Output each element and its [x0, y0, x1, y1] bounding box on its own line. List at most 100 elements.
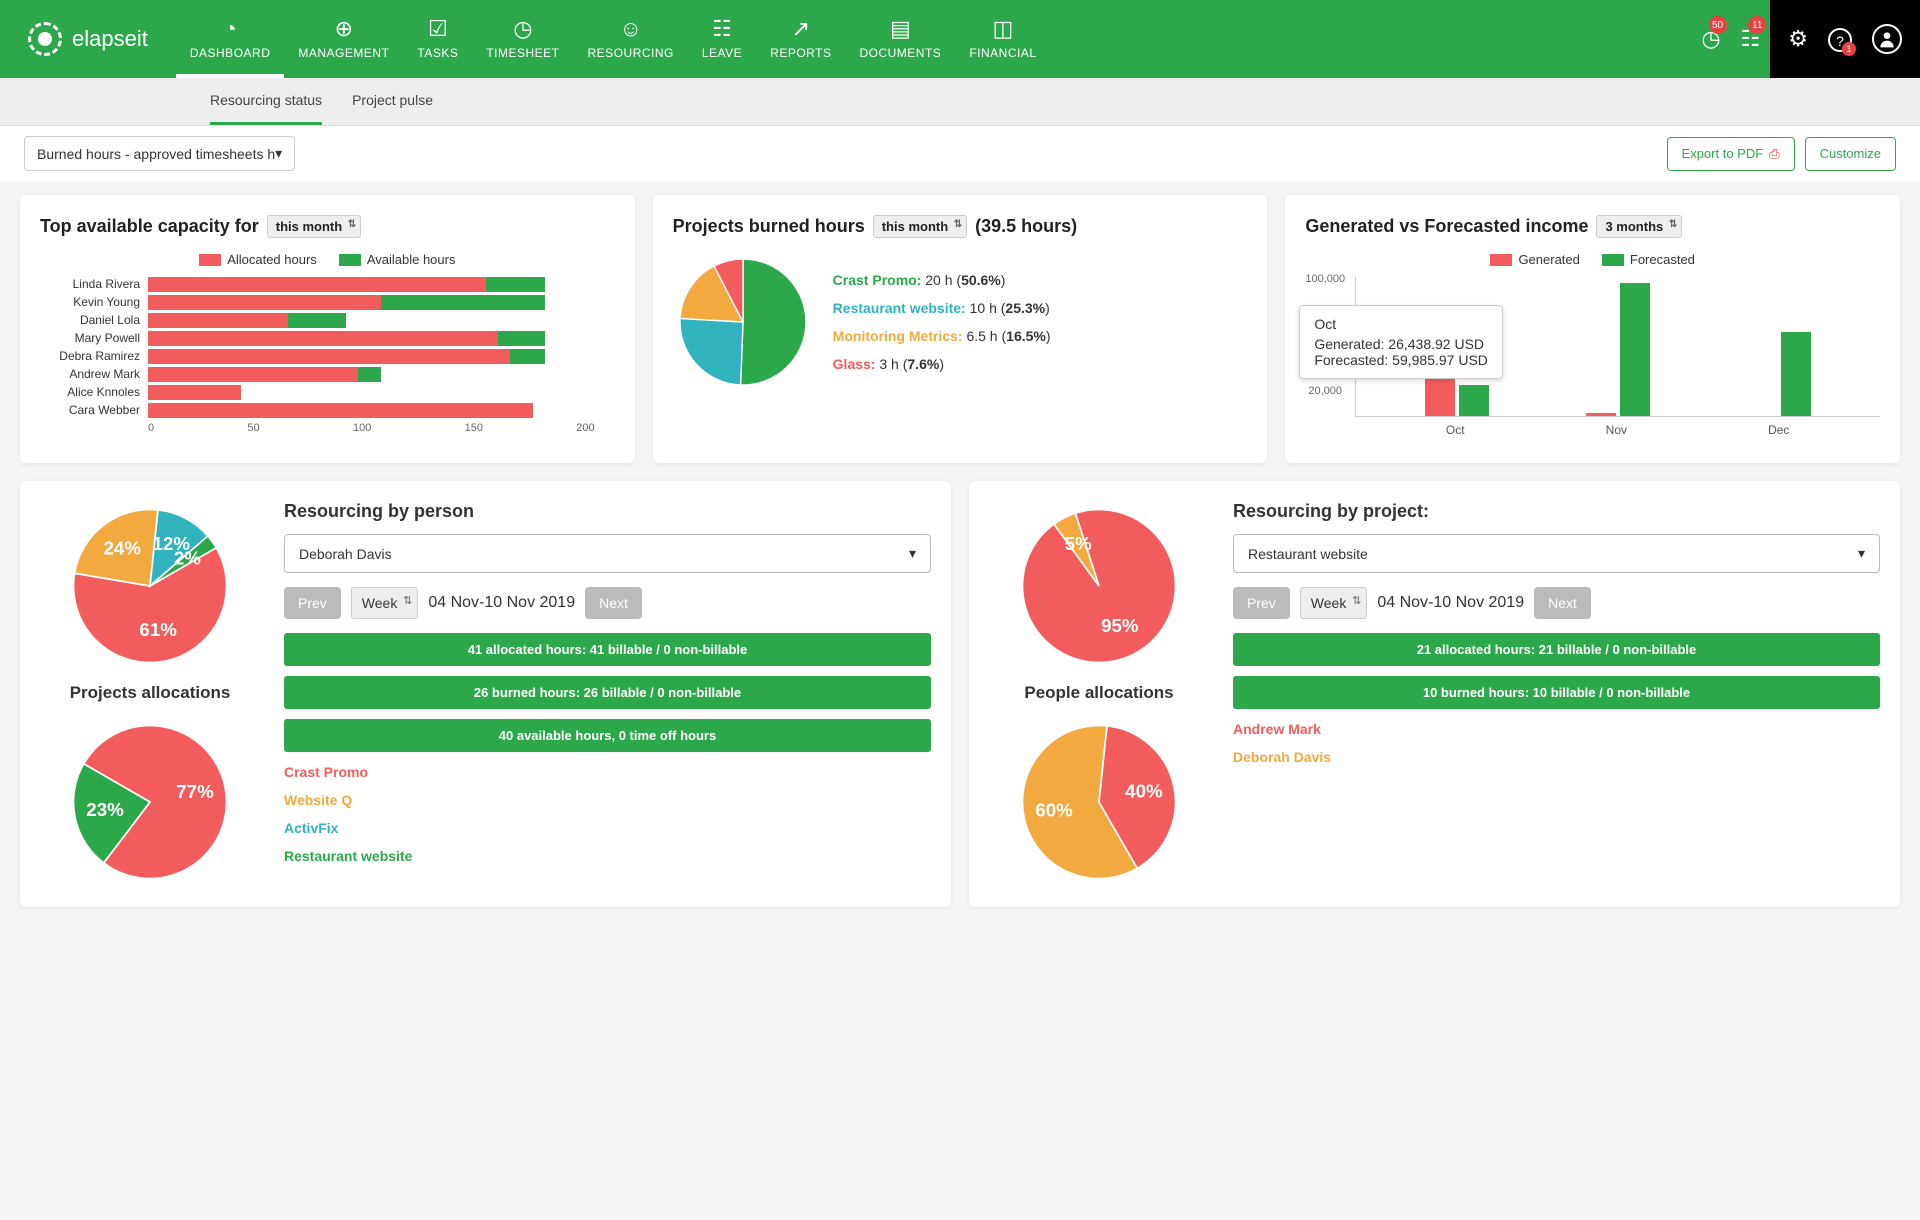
- subtabs: Resourcing status Project pulse: [0, 78, 1920, 126]
- svg-text:24%: 24%: [104, 537, 142, 558]
- date-range: 04 Nov-10 Nov 2019: [1377, 594, 1524, 612]
- filter-row: Burned hours - approved timesheets h ▾ E…: [0, 126, 1920, 181]
- settings-icon[interactable]: ⚙: [1788, 26, 1808, 52]
- nav-label: DOCUMENTS: [859, 46, 941, 60]
- top-nav: elapseit ◔ DASHBOARD ⊕MANAGEMENT☑TASKS◷TIM…: [0, 0, 1920, 78]
- project-item[interactable]: ActivFix: [284, 820, 931, 836]
- project-item[interactable]: Crast Promo: [284, 764, 931, 780]
- income-ylabel: 100,000: [1305, 273, 1345, 285]
- notification-badge: 11: [1748, 16, 1766, 34]
- by-project-card: 95%5% People allocations 60%40% Resourci…: [969, 481, 1900, 907]
- legend-forecasted: Forecasted: [1602, 252, 1695, 267]
- nav-label: TASKS: [417, 46, 458, 60]
- svg-text:60%: 60%: [1035, 799, 1073, 820]
- subtab-resourcing-status[interactable]: Resourcing status: [210, 78, 322, 125]
- nav-item-tasks[interactable]: ☑TASKS: [403, 0, 472, 78]
- nav-item-management[interactable]: ⊕MANAGEMENT: [284, 0, 403, 78]
- income-title: Generated vs Forecasted income: [1305, 216, 1588, 237]
- income-bar-group: [1425, 379, 1489, 416]
- nav-label: FINANCIAL: [969, 46, 1036, 60]
- legend-generated: Generated: [1490, 252, 1579, 267]
- nav-item-leave[interactable]: ☷LEAVE: [688, 0, 756, 78]
- burned-legend-item: Monitoring Metrics: 6.5 h (16.5%): [833, 328, 1248, 344]
- income-x-label: Dec: [1768, 423, 1789, 437]
- pdf-icon: ⎙: [1769, 146, 1779, 162]
- capacity-card: Top available capacity for this month Al…: [20, 195, 635, 463]
- burned-suffix: (39.5 hours): [975, 216, 1077, 237]
- legend-allocated: Allocated hours: [199, 252, 317, 267]
- capacity-row-label: Kevin Young: [40, 295, 140, 310]
- prev-button[interactable]: Prev: [1233, 587, 1290, 619]
- filter-select[interactable]: Burned hours - approved timesheets h ▾: [24, 136, 295, 171]
- capacity-row-label: Mary Powell: [40, 331, 140, 346]
- nav-item-resourcing[interactable]: ☺RESOURCING: [574, 0, 688, 78]
- nav-item-financial[interactable]: ◫ FINANCIAL: [955, 0, 1050, 78]
- nav-icon: ▤: [890, 18, 911, 40]
- notification-badge: 50: [1709, 16, 1727, 34]
- customize-button[interactable]: Customize: [1805, 137, 1896, 171]
- nav-icon: ⊕: [335, 18, 353, 40]
- burned-pie-chart: [673, 252, 813, 392]
- capacity-row-label: Andrew Mark: [40, 367, 140, 382]
- capacity-bar-row: [148, 403, 615, 418]
- nav-item-dashboard[interactable]: ◔ DASHBOARD: [176, 0, 285, 78]
- burned-title: Projects burned hours: [673, 216, 865, 237]
- project-select[interactable]: Restaurant website ▾: [1233, 534, 1880, 573]
- burned-bar: 10 burned hours: 10 billable / 0 non-bil…: [1233, 676, 1880, 709]
- allocated-bar: 41 allocated hours: 41 billable / 0 non-…: [284, 633, 931, 666]
- income-period-select[interactable]: 3 months: [1596, 215, 1682, 238]
- export-pdf-button[interactable]: Export to PDF ⎙: [1667, 137, 1795, 171]
- nav-icon: ☷: [712, 18, 732, 40]
- allocated-bar: 21 allocated hours: 21 billable / 0 non-…: [1233, 633, 1880, 666]
- period-select[interactable]: Week: [351, 587, 419, 619]
- income-bar-group: [1747, 332, 1811, 416]
- nav-icon: ◷: [513, 18, 532, 40]
- person-pie-2: 77%23%: [65, 717, 235, 887]
- by-project-title: Resourcing by project:: [1233, 501, 1880, 522]
- person-pie-1: 61%24%12%2%: [65, 501, 235, 671]
- calendar-notification[interactable]: ☷ 11: [1731, 26, 1771, 52]
- burned-period-select[interactable]: this month: [873, 215, 967, 238]
- period-select[interactable]: Week: [1300, 587, 1368, 619]
- by-person-card: 61%24%12%2% Projects allocations 77%23% …: [20, 481, 951, 907]
- person-item[interactable]: Andrew Mark: [1233, 721, 1880, 737]
- next-button[interactable]: Next: [585, 587, 642, 619]
- capacity-bar-row: [148, 313, 615, 328]
- project-item[interactable]: Website Q: [284, 792, 931, 808]
- date-range: 04 Nov-10 Nov 2019: [428, 594, 575, 612]
- burned-legend-item: Crast Promo: 20 h (50.6%): [833, 272, 1248, 288]
- svg-text:40%: 40%: [1125, 780, 1163, 801]
- prev-button[interactable]: Prev: [284, 587, 341, 619]
- capacity-row-label: Daniel Lola: [40, 313, 140, 328]
- help-badge: 1: [1842, 42, 1856, 56]
- logo-icon: [28, 22, 62, 56]
- person-select[interactable]: Deborah Davis ▾: [284, 534, 931, 573]
- capacity-row-label: Cara Webber: [40, 403, 140, 418]
- capacity-bar-row: [148, 367, 615, 382]
- subtab-project-pulse[interactable]: Project pulse: [352, 78, 433, 125]
- svg-text:77%: 77%: [176, 781, 214, 802]
- capacity-title: Top available capacity for: [40, 216, 259, 237]
- nav-item-timesheet[interactable]: ◷TIMESHEET: [472, 0, 573, 78]
- logo[interactable]: elapseit: [0, 0, 176, 78]
- project-item[interactable]: Restaurant website: [284, 848, 931, 864]
- next-button[interactable]: Next: [1534, 587, 1591, 619]
- capacity-period-select[interactable]: this month: [267, 215, 361, 238]
- help-icon[interactable]: ? 1: [1828, 26, 1852, 52]
- person-item[interactable]: Deborah Davis: [1233, 749, 1880, 765]
- burned-hours-card: Projects burned hours this month (39.5 h…: [653, 195, 1268, 463]
- nav-item-reports[interactable]: ↗ REPORTS: [756, 0, 845, 78]
- nav-icon: ◫: [993, 18, 1014, 40]
- burned-legend-item: Glass: 3 h (7.6%): [833, 356, 1248, 372]
- svg-text:2%: 2%: [174, 547, 201, 568]
- nav-icon: ↗: [792, 18, 810, 40]
- nav-label: DASHBOARD: [190, 46, 271, 60]
- clock-notification[interactable]: ◷ 50: [1691, 26, 1730, 52]
- nav-icon: ☺: [619, 18, 641, 40]
- avatar[interactable]: [1872, 24, 1902, 54]
- income-x-label: Nov: [1606, 423, 1627, 437]
- nav-icon: ◔: [223, 18, 236, 40]
- nav-label: REPORTS: [770, 46, 831, 60]
- capacity-row-label: Debra Ramirez: [40, 349, 140, 364]
- nav-item-documents[interactable]: ▤ DOCUMENTS: [845, 0, 955, 78]
